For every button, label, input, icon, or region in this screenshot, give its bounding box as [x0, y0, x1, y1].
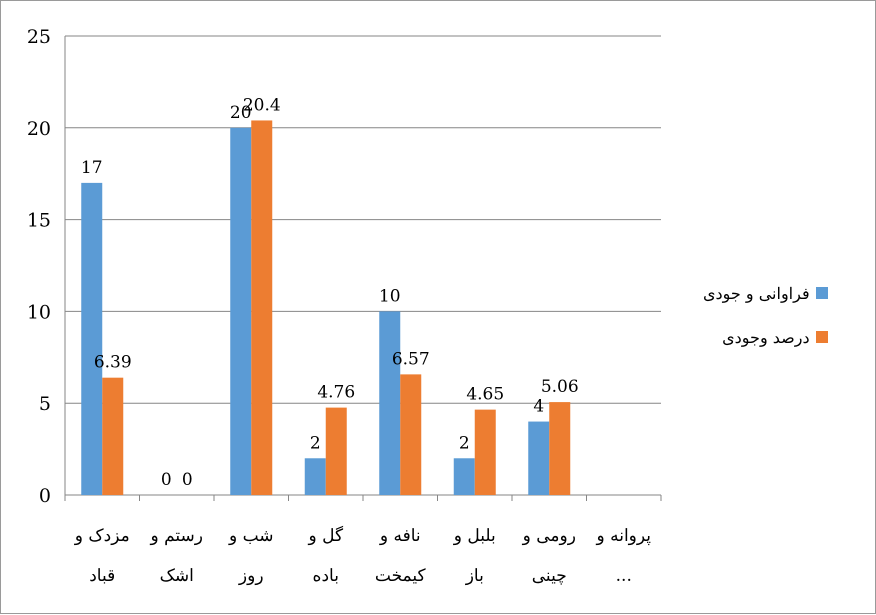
bar-series-2 [400, 374, 422, 495]
data-label: 17 [81, 158, 103, 178]
category-label: مزدک و [74, 526, 130, 546]
category-label: شب و [228, 526, 274, 546]
legend-swatch-blue [815, 287, 828, 299]
legend-label-frequency: فراوانی و جودی [703, 283, 810, 303]
category-label: کیمخت [375, 566, 427, 586]
data-label: 2 [459, 433, 470, 453]
y-tick-label: 0 [39, 485, 51, 507]
data-label: 2 [310, 433, 321, 453]
category-label: بلبل و [453, 526, 496, 546]
bar-series-2 [549, 402, 571, 495]
bar-series-1 [528, 421, 550, 495]
bar-series-2 [325, 407, 347, 495]
category-label: باده [313, 566, 339, 586]
bar-series-2 [474, 409, 496, 495]
bar-series-1 [379, 311, 401, 495]
category-label: قباد [89, 566, 115, 586]
data-label: 20 [230, 103, 252, 123]
category-label: گل و [307, 525, 343, 546]
legend-item-percent: درصد وجودی [703, 325, 828, 349]
category-label: رومی و [522, 526, 576, 546]
data-label: 6.39 [94, 353, 132, 373]
legend: فراوانی و جودی درصد وجودی [703, 281, 828, 369]
data-label: 6.57 [392, 349, 430, 369]
data-label: 4.65 [466, 385, 504, 405]
data-label: 20.4 [243, 95, 281, 115]
bar-series-1 [81, 182, 103, 495]
legend-item-frequency: فراوانی و جودی [703, 281, 828, 305]
y-tick-label: 25 [27, 26, 51, 48]
category-label: ... [616, 566, 632, 586]
category-label: روز [238, 566, 264, 586]
category-label: رستم و [149, 526, 203, 546]
category-label: چینی [532, 566, 567, 586]
category-label: باز [465, 566, 484, 586]
y-tick-label: 10 [27, 301, 51, 323]
y-tick-label: 15 [27, 210, 51, 232]
data-label: 5.06 [541, 377, 579, 397]
y-tick-label: 20 [27, 118, 51, 140]
data-label: 0 [161, 470, 172, 490]
bar-series-2 [251, 120, 273, 496]
category-label: پروانه و [595, 526, 651, 546]
legend-label-percent: درصد وجودی [722, 327, 810, 347]
data-label: 0 [182, 470, 193, 490]
bar-series-1 [453, 458, 475, 495]
data-label: 10 [379, 286, 401, 306]
bar-series-1 [304, 458, 326, 495]
data-label: 4 [533, 397, 544, 417]
category-label: نافه و [379, 526, 421, 546]
data-label: 4.76 [317, 383, 355, 403]
category-label: اشک [160, 566, 194, 586]
y-tick-label: 5 [39, 393, 51, 415]
legend-swatch-orange [815, 331, 828, 343]
bar-series-2 [102, 377, 124, 495]
bar-series-1 [230, 127, 252, 496]
